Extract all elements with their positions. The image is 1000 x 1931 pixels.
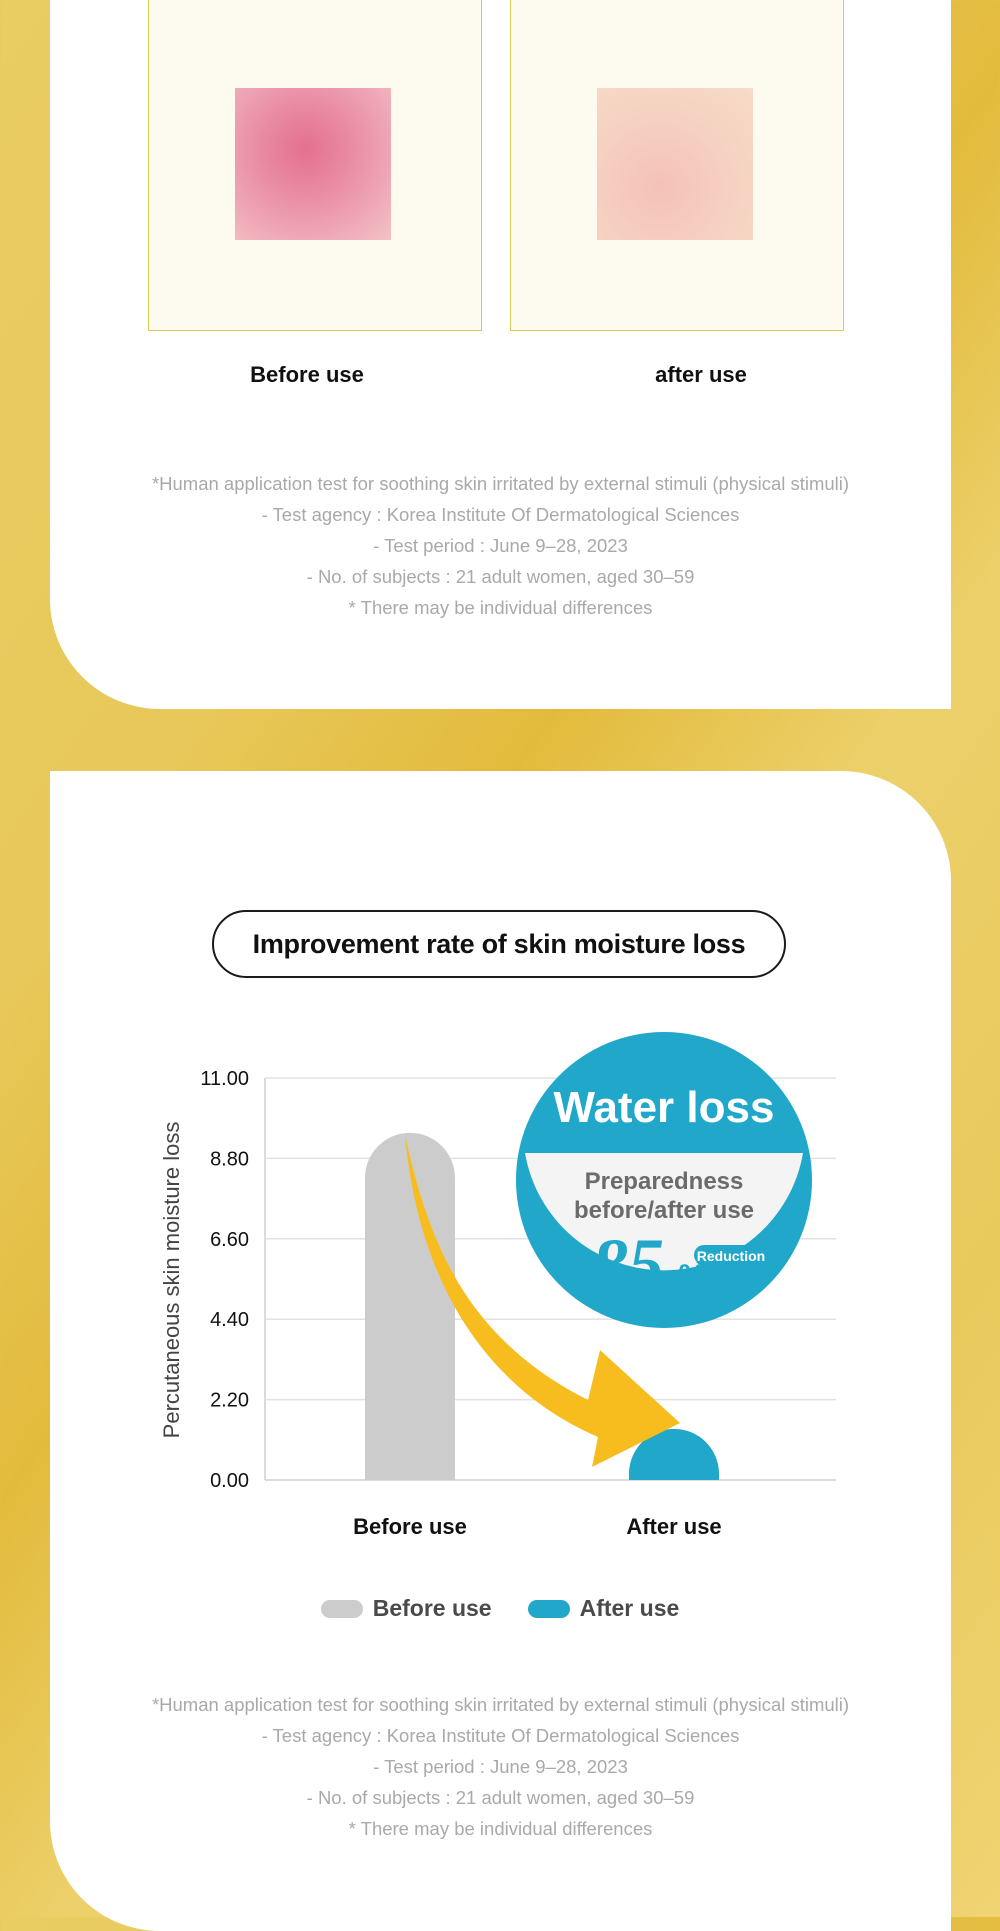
test-notes-bottom: *Human application test for soothing ski… xyxy=(50,1689,951,1844)
legend-label-after: After use xyxy=(579,1595,680,1621)
after-photo xyxy=(510,0,844,331)
note-line: - Test period : June 9–28, 2023 xyxy=(373,1756,628,1777)
y-tick-label: 0.00 xyxy=(210,1470,249,1492)
water-loss-badge: Water loss Preparedness before/after use… xyxy=(516,1032,812,1328)
x-tick-label: After use xyxy=(626,1514,721,1539)
legend-item-after: After use xyxy=(527,1595,680,1622)
chart-legend: Before use After use xyxy=(0,1595,1000,1622)
test-notes-top: *Human application test for soothing ski… xyxy=(50,468,951,623)
bar-after xyxy=(629,1428,719,1480)
note-line: * There may be individual differences xyxy=(348,1818,653,1839)
legend-swatch-gray xyxy=(320,1599,363,1618)
soothed-skin-patch xyxy=(597,88,753,240)
x-tick-label: Before use xyxy=(353,1514,467,1539)
y-tick-label: 8.80 xyxy=(210,1148,249,1170)
badge-line2: before/after use xyxy=(574,1197,754,1224)
badge-tag: Reduction xyxy=(697,1248,765,1264)
bar-before xyxy=(365,1132,455,1480)
y-tick-label: 6.60 xyxy=(210,1229,249,1251)
y-tick-label: 4.40 xyxy=(210,1309,249,1331)
before-photo xyxy=(148,0,482,331)
note-line: - No. of subjects : 21 adult women, aged… xyxy=(306,566,695,587)
note-line: - No. of subjects : 21 adult women, aged… xyxy=(306,1787,695,1808)
note-line: * There may be individual differences xyxy=(348,597,653,618)
badge-value: 85 xyxy=(592,1224,664,1304)
irritated-skin-patch xyxy=(235,88,391,240)
bars xyxy=(365,1132,719,1480)
caption-before: Before use xyxy=(250,362,364,387)
y-tick-labels: 0.00 2.20 4.40 6.60 8.80 11.00 xyxy=(200,1068,249,1492)
legend-label-before: Before use xyxy=(372,1595,492,1621)
x-tick-labels: Before use After use xyxy=(353,1514,722,1539)
decline-arrow xyxy=(405,1135,680,1467)
badge-heading: Water loss xyxy=(554,1083,775,1132)
note-line: - Test period : June 9–28, 2023 xyxy=(373,535,628,556)
y-tick-label: 2.20 xyxy=(210,1390,249,1412)
arrow-down-icon xyxy=(696,1248,760,1288)
y-tick-label: 11.00 xyxy=(200,1068,249,1090)
note-line: - Test agency : Korea Institute Of Derma… xyxy=(261,1725,740,1746)
note-line: - Test agency : Korea Institute Of Derma… xyxy=(261,504,740,525)
note-line: *Human application test for soothing ski… xyxy=(151,1694,850,1715)
chart-title: Improvement rate of skin moisture loss xyxy=(212,910,786,978)
legend-swatch-teal xyxy=(527,1599,570,1618)
note-line: *Human application test for soothing ski… xyxy=(151,473,850,494)
caption-after: after use xyxy=(655,362,747,387)
legend-item-before: Before use xyxy=(320,1595,492,1622)
badge-line1: Preparedness xyxy=(585,1168,744,1195)
y-axis-label: Percutaneous skin moisture loss xyxy=(159,1122,184,1439)
